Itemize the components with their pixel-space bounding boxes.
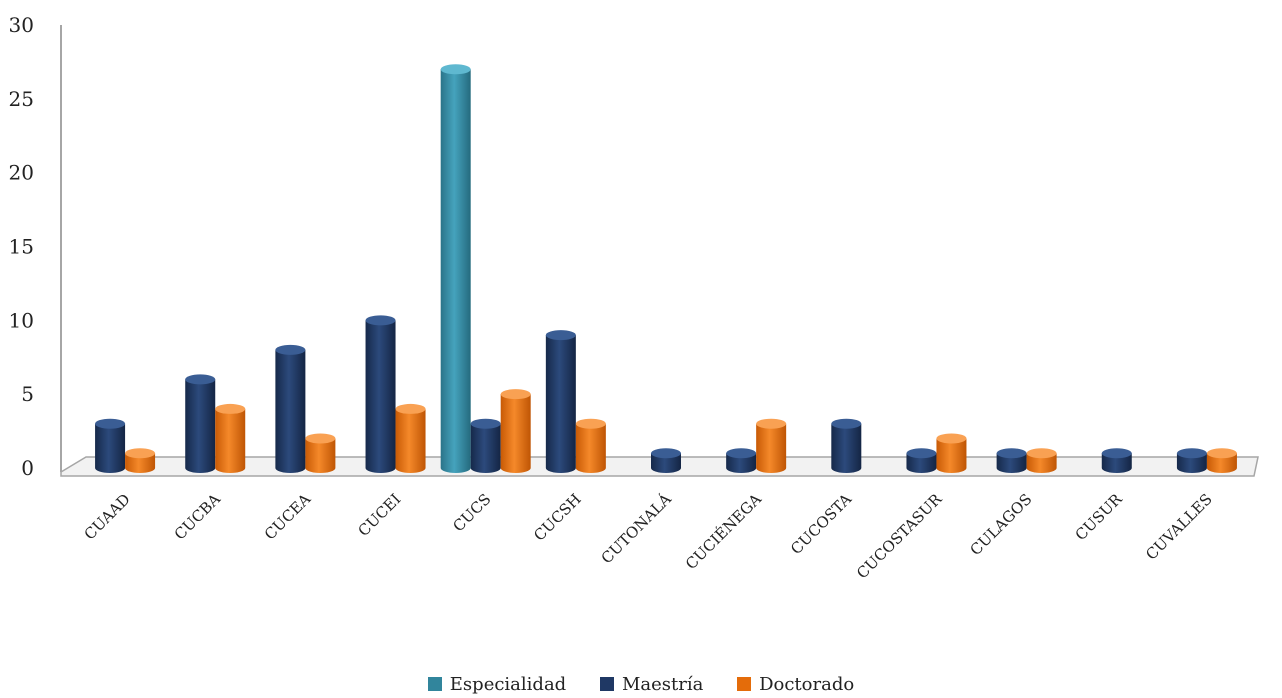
legend-swatch-doctorado bbox=[737, 677, 752, 691]
bar-doctorado-cucs bbox=[500, 389, 531, 473]
y-tick-label: 20 bbox=[9, 161, 34, 185]
bar-doctorado-cucei bbox=[395, 403, 426, 473]
x-tick-label: CULAGOS bbox=[967, 490, 1036, 559]
y-tick-label: 25 bbox=[9, 87, 34, 111]
bar-maestria-cuaad bbox=[95, 418, 126, 473]
x-tick-label: CUCSH bbox=[530, 490, 584, 544]
x-tick-label: CUCS bbox=[449, 490, 494, 535]
legend-item-doctorado: Doctorado bbox=[737, 674, 854, 695]
bar-maestria-cucba bbox=[185, 374, 216, 473]
x-tick-label: CUCOSTASUR bbox=[853, 490, 946, 583]
x-tick-label: CUCBA bbox=[171, 490, 224, 543]
x-tick-label: CUVALLES bbox=[1142, 490, 1215, 563]
bar-doctorado-cucba bbox=[215, 403, 246, 473]
bar-maestria-cucienega bbox=[726, 448, 757, 473]
bar-maestria-cucosta bbox=[831, 418, 862, 473]
y-tick-label: 15 bbox=[9, 235, 34, 259]
x-tick-label: CUCIÉNEGA bbox=[682, 490, 765, 573]
bar-maestria-cuvalles bbox=[1176, 448, 1207, 473]
bar-doctorado-cucienega bbox=[756, 418, 787, 473]
bar-maestria-culagos bbox=[996, 448, 1027, 473]
bar-doctorado-cuaad bbox=[125, 448, 156, 473]
bar-maestria-cutonala bbox=[651, 448, 681, 473]
legend-swatch-maestria bbox=[599, 677, 614, 691]
x-tick-label: CUCEA bbox=[261, 490, 314, 543]
legend-item-especialidad: Especialidad bbox=[427, 674, 567, 695]
x-axis-labels: CUAAD CUCBA CUCEA CUCEI CUCS CUCSH CUTONALÁ CUC… bbox=[81, 490, 1216, 583]
bar-doctorado-cucostasur bbox=[936, 433, 967, 473]
bar-doctorado-culagos bbox=[1026, 448, 1057, 473]
bars-group bbox=[95, 64, 1237, 474]
bar-maestria-cusur bbox=[1101, 448, 1132, 473]
legend-label-doctorado: Doctorado bbox=[759, 674, 855, 695]
y-tick-label: 0 bbox=[21, 456, 34, 480]
bar-doctorado-cuvalles bbox=[1206, 448, 1237, 473]
bar-chart: 0 5 10 15 20 25 30 CUAAD CUCBA CUCEA CUCEI CUCS CUC… bbox=[9, 13, 1259, 583]
x-tick-label: CUSUR bbox=[1072, 490, 1126, 544]
bar-especialidad-cucs bbox=[440, 64, 471, 474]
y-tick-label: 10 bbox=[9, 308, 34, 332]
bar-maestria-cucostasur bbox=[906, 448, 937, 473]
y-tick-label: 30 bbox=[9, 13, 34, 37]
bar-maestria-cucsh bbox=[545, 330, 576, 473]
legend-swatch-especialidad bbox=[427, 677, 442, 691]
y-tick-label: 5 bbox=[21, 382, 34, 406]
legend-label-maestria: Maestría bbox=[621, 674, 704, 695]
bar-doctorado-cucsh bbox=[575, 418, 606, 473]
bar-maestria-cucea bbox=[275, 344, 306, 473]
y-axis-ticks: 0 5 10 15 20 25 30 bbox=[9, 13, 34, 480]
legend-item-maestria: Maestría bbox=[599, 674, 704, 695]
x-tick-label: CUTONALÁ bbox=[598, 490, 675, 567]
legend: Especialidad Maestría Doctorado bbox=[0, 674, 1282, 695]
x-tick-label: CUCOSTA bbox=[787, 490, 855, 558]
bar-maestria-cucei bbox=[365, 315, 396, 473]
bar-maestria-cucs bbox=[470, 418, 501, 473]
legend-label-especialidad: Especialidad bbox=[449, 674, 567, 695]
bar-doctorado-cucea bbox=[305, 433, 336, 473]
x-tick-label: CUAAD bbox=[81, 490, 134, 543]
x-tick-label: CUCEI bbox=[355, 490, 405, 540]
